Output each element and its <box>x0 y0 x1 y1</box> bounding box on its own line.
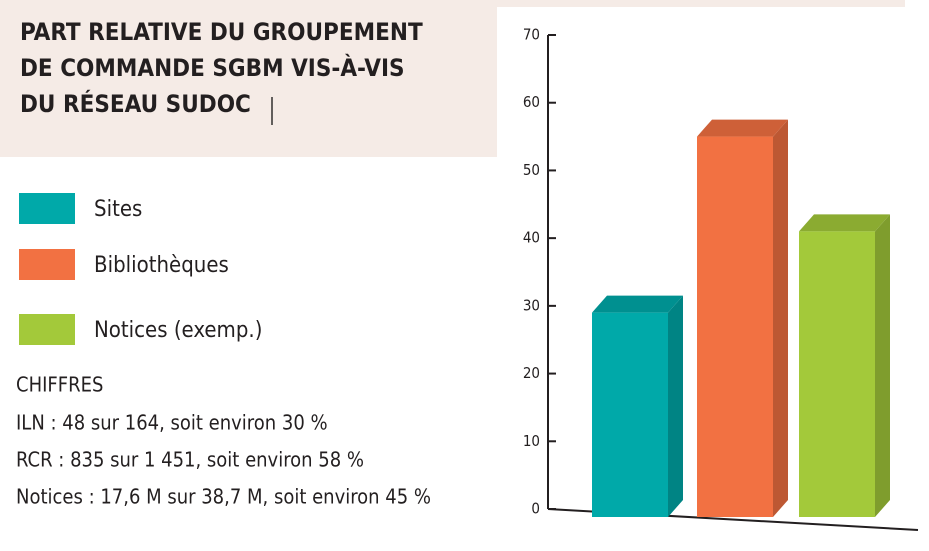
legend-swatch <box>19 314 75 345</box>
bar-top <box>592 295 683 313</box>
bar <box>592 312 668 517</box>
bar-side <box>668 295 683 517</box>
y-tick-label: 10 <box>523 432 540 450</box>
y-tick-label: 70 <box>523 26 540 44</box>
y-tick-label: 30 <box>523 296 540 314</box>
figure-line: RCR : 835 sur 1 451, soit environ 58 % <box>16 448 364 472</box>
figure-line: Notices : 17,6 M sur 38,7 M, soit enviro… <box>16 485 431 509</box>
bar-top <box>697 119 788 137</box>
bar <box>697 136 773 518</box>
bar-top <box>799 214 890 232</box>
legend-swatch <box>19 249 75 280</box>
y-tick-label: 20 <box>523 364 540 382</box>
bar-side <box>875 214 890 517</box>
y-tick-label: 0 <box>531 500 540 518</box>
bar-side <box>773 119 788 518</box>
top-strip <box>497 0 905 7</box>
chart-title: DU RÉSEAU SUDOC <box>20 89 251 118</box>
y-tick-label: 60 <box>523 93 540 111</box>
figure-line: ILN : 48 sur 164, soit environ 30 % <box>16 411 328 435</box>
legend-label: Notices (exemp.) <box>94 318 262 343</box>
y-tick-label: 40 <box>523 229 540 247</box>
figures-title: CHIFFRES <box>16 373 103 397</box>
chart-title: PART RELATIVE DU GROUPEMENT <box>20 18 423 46</box>
legend-label: Sites <box>94 197 142 222</box>
title-panel <box>0 0 497 157</box>
legend-label: Bibliothèques <box>94 253 229 278</box>
y-tick-label: 50 <box>523 161 540 179</box>
bar <box>799 231 875 517</box>
legend-swatch <box>19 193 75 224</box>
chart-title: DE COMMANDE SGBM VIS-À-VIS <box>20 53 405 82</box>
